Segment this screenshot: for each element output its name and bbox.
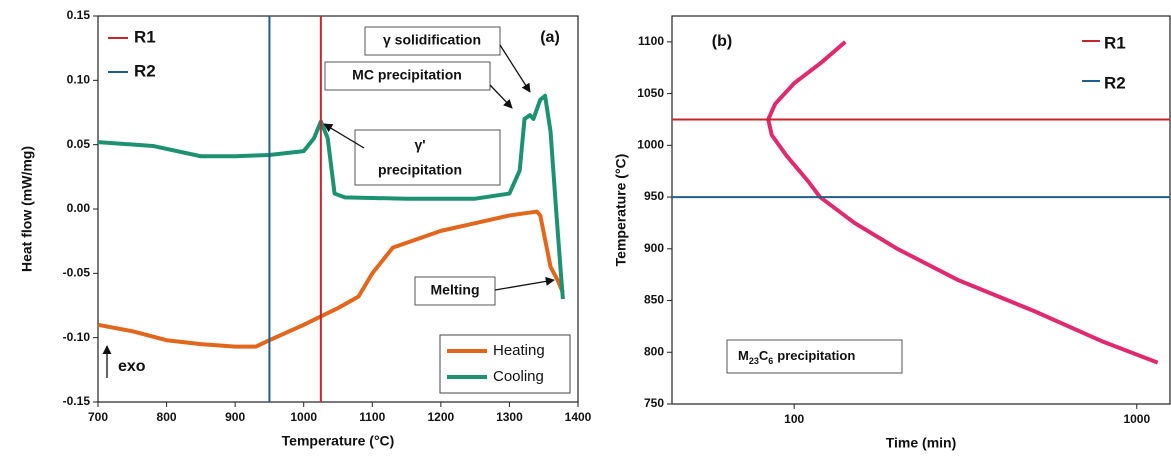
series-line	[766, 40, 1159, 365]
annotation-arrow	[494, 276, 555, 291]
y-tick-label: 750	[644, 396, 664, 410]
y-tick-label: 0.00	[67, 201, 91, 215]
annotation: exo	[118, 358, 146, 375]
annotation: Melting	[431, 282, 480, 298]
annotation-arrow	[323, 123, 365, 149]
x-axis-label: Time (min)	[886, 435, 957, 451]
annotation-box	[354, 129, 501, 186]
y-tick-label: 1050	[637, 86, 664, 100]
annotation-sub: 23	[749, 356, 759, 366]
legend-label: R1	[1104, 33, 1126, 52]
annotation-box	[364, 26, 501, 56]
annotation-arrow	[499, 44, 531, 93]
annotation-part: precipitation	[777, 348, 855, 363]
y-axis-label: Heat flow (mW/mg)	[19, 146, 35, 272]
legend-box	[439, 334, 571, 394]
annotation: precipitation	[378, 162, 462, 178]
x-tick-label: 800	[157, 410, 177, 424]
y-tick-label: 0.15	[67, 8, 91, 22]
annotation: M23C6 precipitation	[738, 348, 855, 366]
annotation-arrow	[489, 84, 513, 109]
annotation-box	[414, 276, 496, 306]
y-tick-label: 900	[644, 241, 664, 255]
y-tick-label: 800	[644, 344, 664, 358]
y-tick-label: -0.15	[63, 394, 91, 408]
annotation-part: C	[759, 348, 769, 363]
y-tick-label: 850	[644, 293, 664, 307]
legend-label: R2	[134, 61, 156, 80]
y-tick-label: 0.05	[67, 137, 91, 151]
legend-label: Cooling	[493, 368, 544, 385]
x-tick-label: 1200	[428, 410, 455, 424]
panel-label: (a)	[540, 29, 560, 46]
series-line	[97, 209, 565, 349]
y-tick-label: -0.10	[63, 330, 91, 344]
y-tick-label: 1000	[637, 138, 664, 152]
annotation-box	[726, 339, 903, 374]
x-tick-label: 1000	[1123, 412, 1150, 426]
y-axis-label: Temperature (°C)	[613, 154, 629, 267]
annotation-part: M	[738, 348, 749, 363]
annotation-box	[324, 61, 491, 91]
annotation-sub: 6	[768, 356, 773, 366]
panel-label: (b)	[712, 33, 732, 50]
annotation: γ'	[414, 137, 425, 153]
x-tick-label: 1300	[496, 410, 523, 424]
x-tick-label: 100	[784, 412, 804, 426]
x-tick-label: 900	[225, 410, 245, 424]
annotation: γ solidification	[383, 32, 481, 48]
x-tick-label: 700	[88, 410, 108, 424]
x-tick-label: 1400	[565, 410, 592, 424]
legend-label: R2	[1104, 73, 1126, 92]
y-tick-label: 950	[644, 189, 664, 203]
y-tick-label: 0.10	[67, 73, 91, 87]
y-tick-label: -0.05	[63, 266, 91, 280]
legend-label: Heating	[493, 342, 545, 359]
annotation: MC precipitation	[352, 67, 462, 83]
legend-label: R1	[134, 27, 156, 46]
series-line	[97, 93, 565, 300]
y-tick-label: 1100	[638, 34, 664, 48]
x-tick-label: 1100	[359, 410, 385, 424]
x-axis-label: Temperature (°C)	[282, 433, 395, 449]
x-tick-label: 1000	[290, 410, 317, 424]
